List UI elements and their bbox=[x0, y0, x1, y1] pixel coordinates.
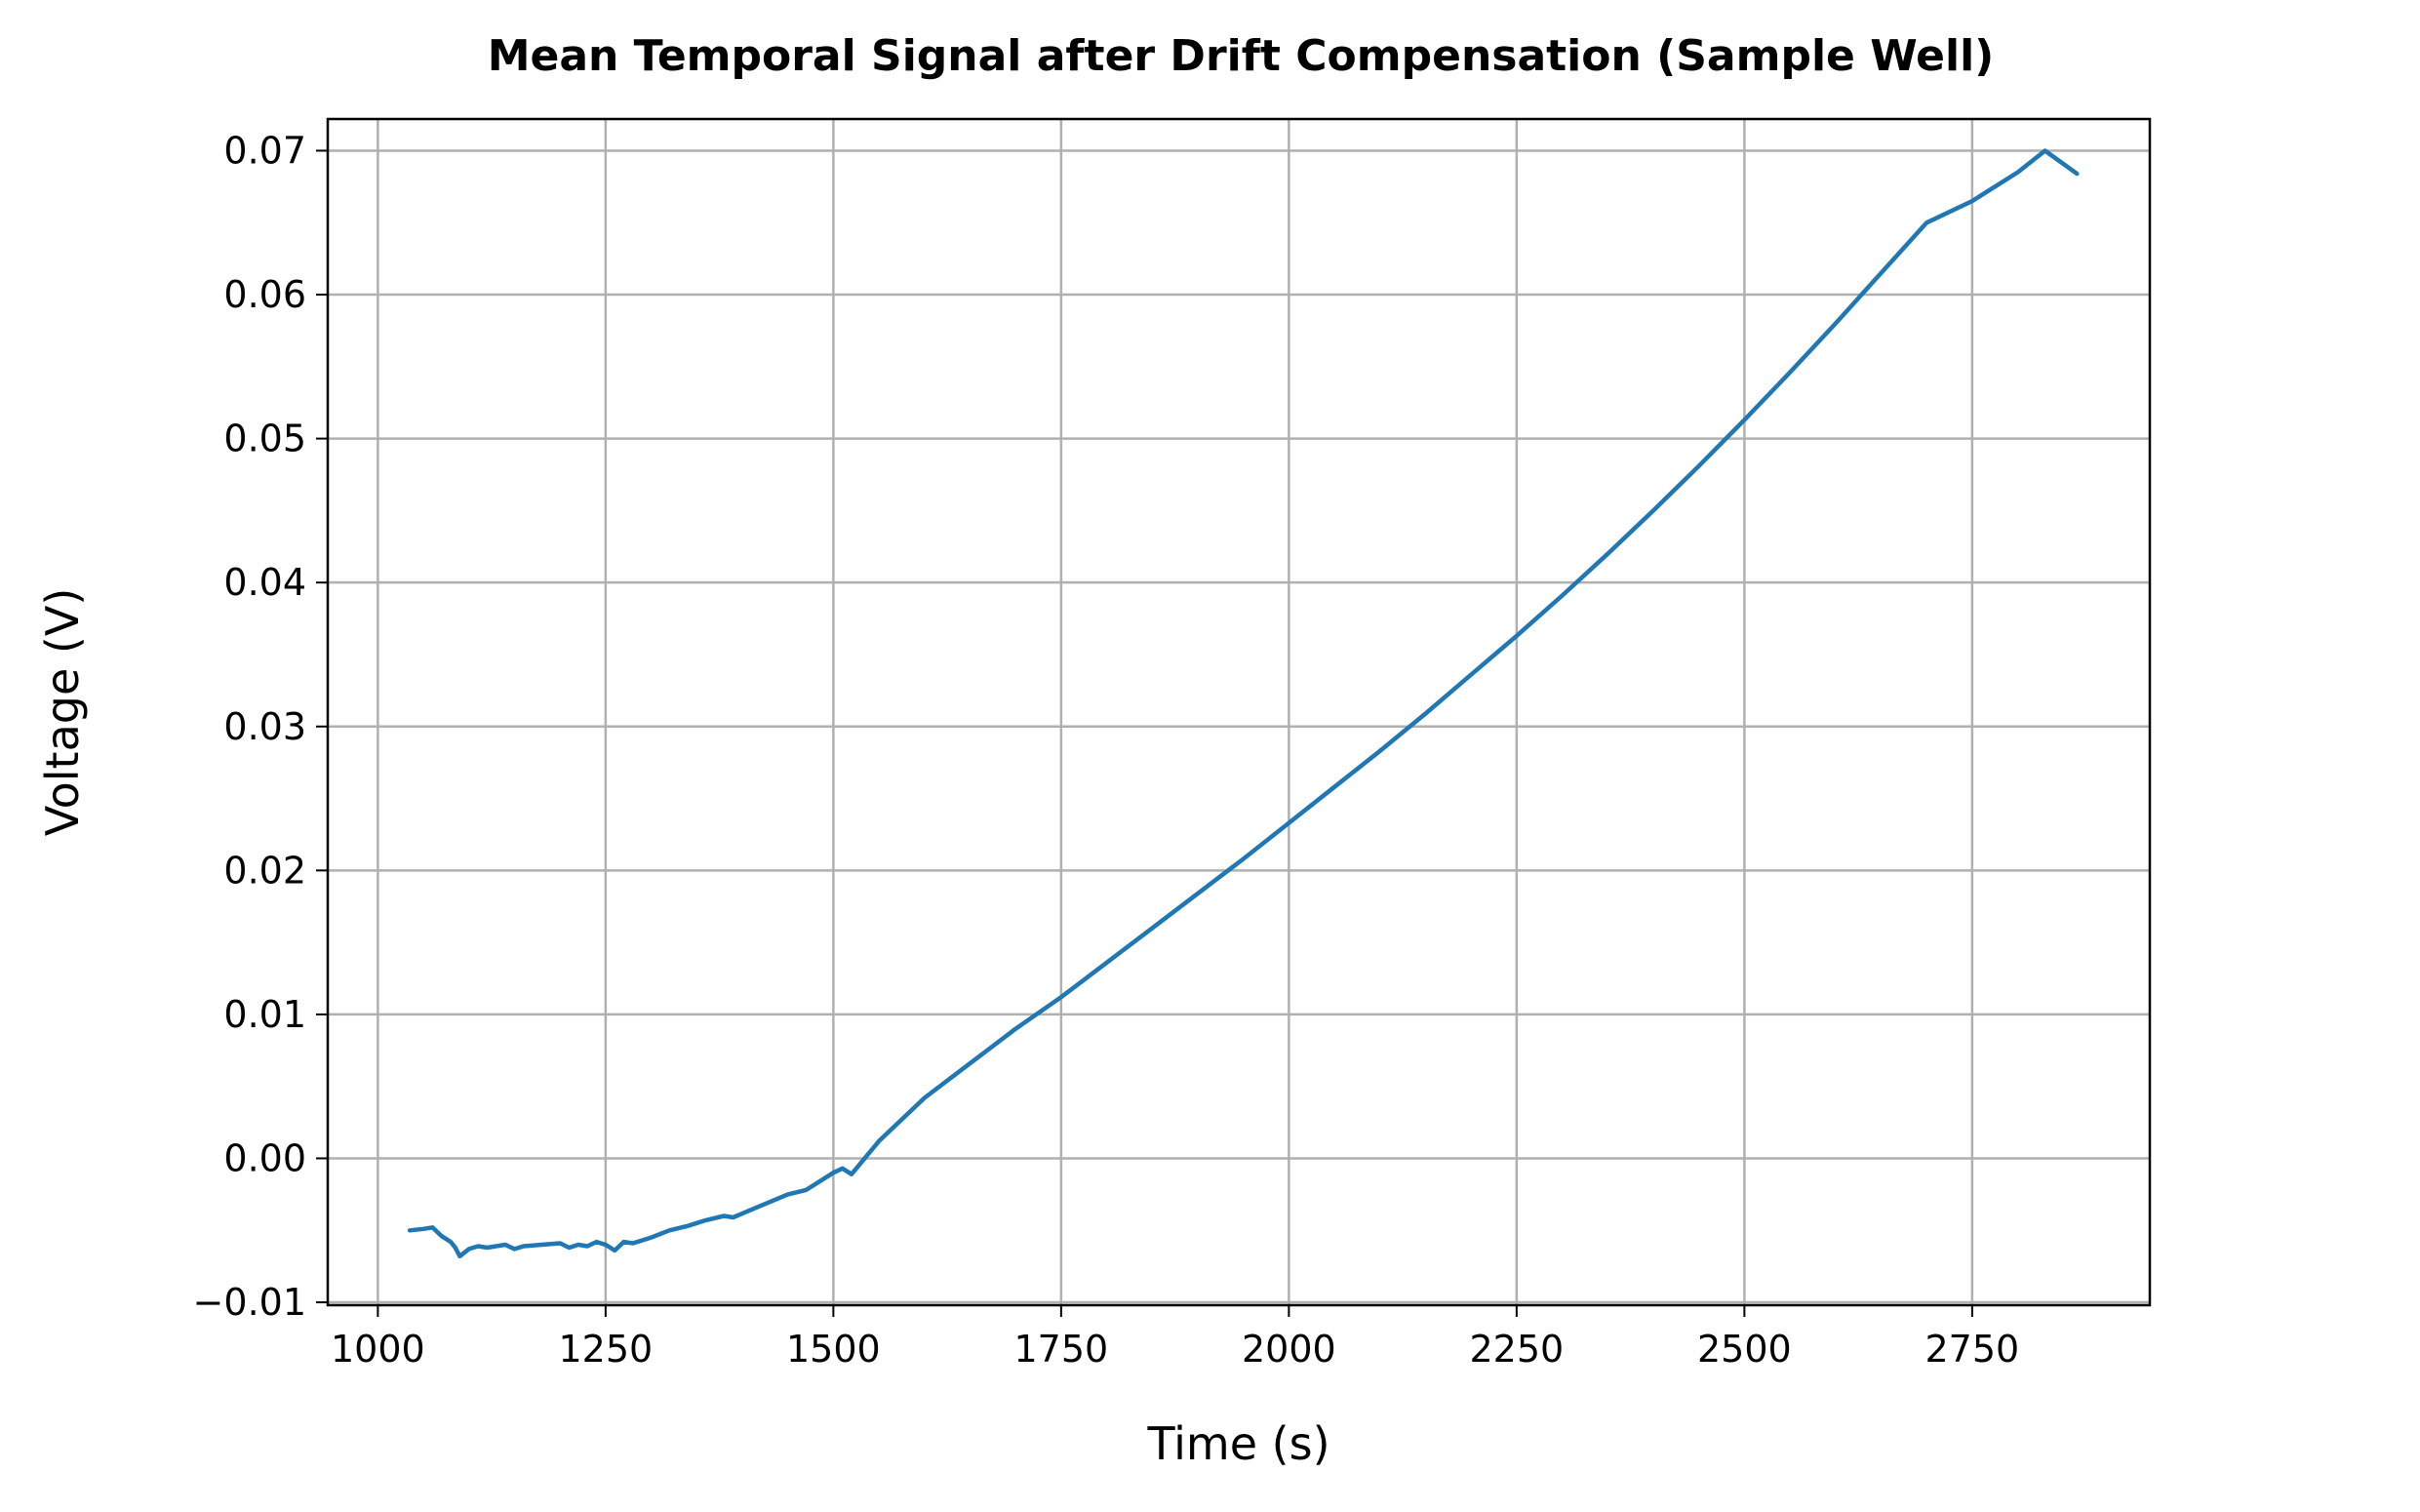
y-tick-label: 0.06 bbox=[223, 273, 306, 316]
x-tick-label: 1000 bbox=[331, 1328, 425, 1371]
y-tick-label: 0.05 bbox=[223, 418, 306, 460]
series-line bbox=[407, 148, 2080, 1259]
y-tick-label: 0.02 bbox=[223, 849, 306, 892]
y-tick-label: 0.04 bbox=[223, 561, 306, 604]
plot-frame bbox=[326, 117, 2152, 1307]
x-tick-label: 1750 bbox=[1014, 1328, 1109, 1371]
y-tick-label: −0.01 bbox=[193, 1281, 306, 1324]
y-axis-label: Voltage (V) bbox=[36, 588, 89, 837]
x-tick-label: 2500 bbox=[1697, 1328, 1792, 1371]
y-tick-label: 0.03 bbox=[223, 705, 306, 748]
x-tick-label: 2250 bbox=[1470, 1328, 1565, 1371]
x-tick-label: 1250 bbox=[559, 1328, 654, 1371]
grid bbox=[328, 119, 2150, 1305]
x-axis-label: Time (s) bbox=[1146, 1417, 1329, 1470]
chart-title: Mean Temporal Signal after Drift Compens… bbox=[488, 31, 1995, 81]
x-axis: 1000 1250 1500 1750 2000 2250 2500 2750 bbox=[331, 1305, 2019, 1371]
y-axis: −0.01 0.00 0.01 0.02 0.03 0.04 0.05 0.06 0.07 bbox=[193, 129, 328, 1324]
x-tick-label: 2750 bbox=[1925, 1328, 2020, 1371]
y-tick-label: 0.07 bbox=[223, 129, 306, 172]
x-tick-label: 1500 bbox=[786, 1328, 881, 1371]
series-layer bbox=[407, 148, 2080, 1259]
y-tick-label: 0.01 bbox=[223, 993, 306, 1036]
y-tick-label: 0.00 bbox=[223, 1136, 306, 1179]
x-tick-label: 2000 bbox=[1242, 1328, 1336, 1371]
